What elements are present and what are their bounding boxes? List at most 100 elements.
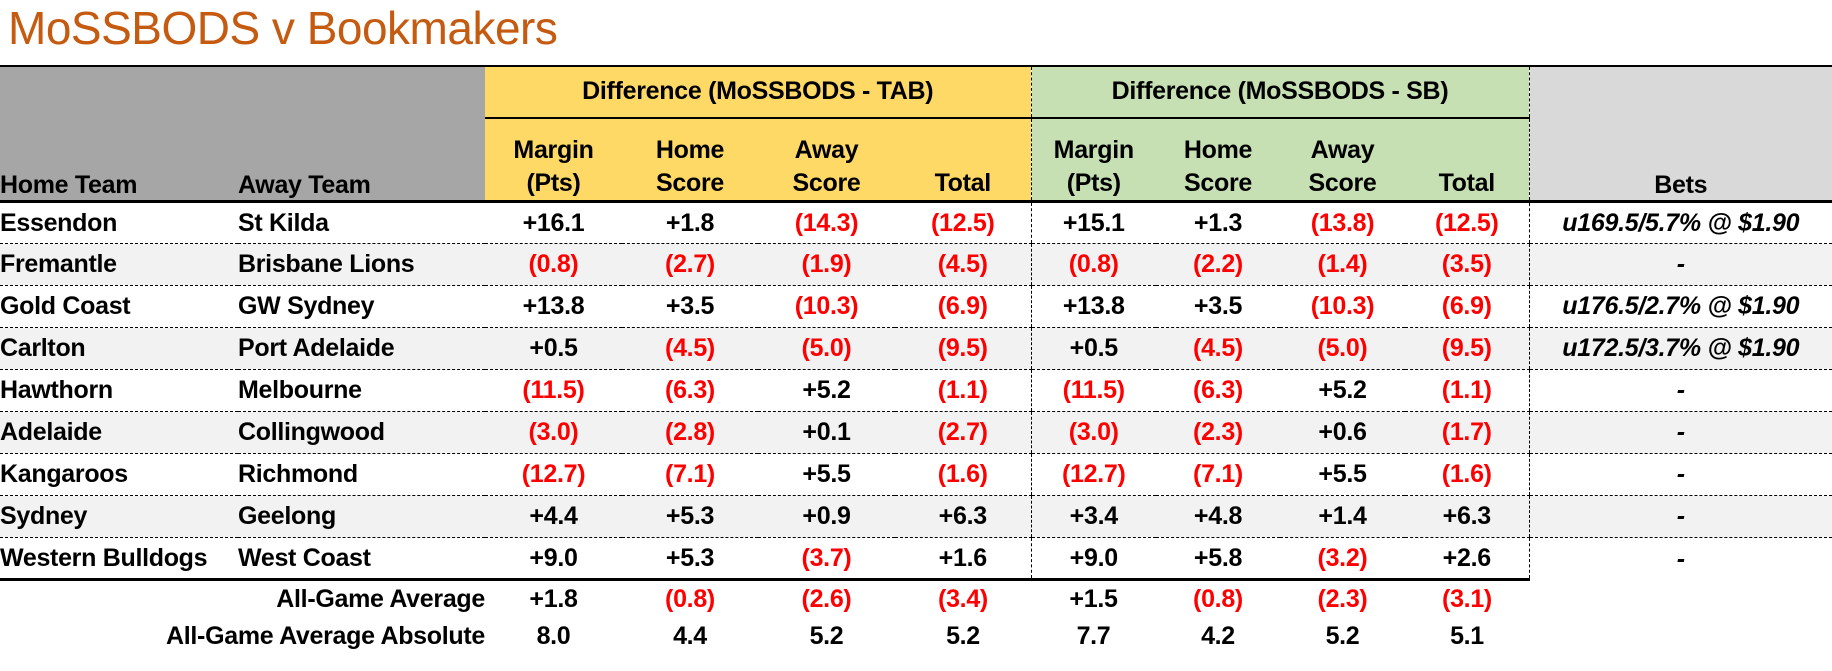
tab-away-score-abs-cell: 5.2 [809,622,844,651]
sb-away-score-cell: +5.5 [1280,453,1405,497]
table-row: Sydney Geelong +4.4 +5.3 +0.9 +6.3 +3.4 … [0,495,1832,539]
home-team-cell: Kangaroos [0,453,238,497]
header-line: Home [1183,136,1253,165]
tab-away-score-cell: (5.0) [758,327,895,371]
page-title: MoSSBODS v Bookmakers [8,2,558,54]
sb-away-score-header: Away Score [1280,117,1405,204]
bets-cell: - [1528,495,1832,539]
sb-margin-header: Margin (Pts) [1030,117,1156,204]
sb-margin-cell: (11.5) [1030,369,1156,413]
tab-home-score-cell: (7.1) [622,453,758,497]
sb-away-score-cell: (13.8) [1280,201,1405,245]
tab-total-cell: (6.9) [895,285,1031,329]
sb-away-score-cell: (3.2) [1280,537,1405,582]
header-line: Margin [1053,136,1134,165]
tab-margin-cell: +0.5 [485,327,622,371]
sb-margin-avg-cell: +1.5 [1069,585,1118,614]
header-line: Away [1310,136,1375,165]
sb-home-score-cell: +1.3 [1156,201,1280,245]
sb-home-score-header: Home Score [1156,117,1280,204]
bets-cell: - [1528,243,1832,287]
away-team-cell: Geelong [238,495,485,539]
sb-home-score-cell: (2.3) [1156,411,1280,455]
home-team-column-header: Home Team [0,65,238,204]
away-team-cell: Brisbane Lions [238,243,485,287]
sb-away-score-cell: (1.4) [1280,243,1405,287]
header-line: (Pts) [1066,169,1121,198]
tab-home-score-avg-cell: (0.8) [665,585,715,614]
summary-label: All-Game Average [276,585,485,614]
tab-total-avg-cell: (3.4) [938,585,988,614]
sb-total-avg-cell: (3.1) [1442,585,1492,614]
table-row: Carlton Port Adelaide +0.5 (4.5) (5.0) (… [0,327,1832,371]
sb-total-cell: (3.5) [1405,243,1529,287]
sb-home-score-cell: (7.1) [1156,453,1280,497]
away-team-cell: Collingwood [238,411,485,455]
home-team-cell: Adelaide [0,411,238,455]
tab-away-score-cell: (10.3) [758,285,895,329]
bets-cell: - [1528,411,1832,455]
away-team-cell: Melbourne [238,369,485,413]
bets-column-header: Bets [1528,65,1832,204]
sb-total-cell: (12.5) [1405,201,1529,245]
group-header-row: Home Team Away Team Difference (MoSSBODS… [0,65,1832,204]
home-team-cell: Fremantle [0,243,238,287]
table-header: Home Team Away Team Difference (MoSSBODS… [0,65,1832,204]
table-row: Adelaide Collingwood (3.0) (2.8) +0.1 (2… [0,411,1832,455]
table-row: Essendon St Kilda +16.1 +1.8 (14.3) (12.… [0,201,1832,245]
sb-total-cell: (1.7) [1405,411,1529,455]
tab-total-cell: (4.5) [895,243,1031,287]
sub-header-row: Margin (Pts) Home Score Away Score Total… [0,117,1832,204]
tab-total-abs-cell: 5.2 [946,622,980,651]
bets-cell: u172.5/3.7% @ $1.90 [1528,327,1832,371]
tab-margin-cell: (3.0) [485,411,622,455]
bets-cell-empty [1529,618,1832,656]
sb-away-score-abs-cell: 5.2 [1325,622,1360,651]
header-line: Away [794,136,859,165]
table-row: Gold Coast GW Sydney +13.8 +3.5 (10.3) (… [0,285,1832,329]
tab-total-cell: +1.6 [895,537,1031,582]
tab-home-score-header: Home Score [622,117,758,204]
tab-home-score-cell: (2.7) [622,243,758,287]
header-line: (Pts) [526,169,581,198]
tab-margin-abs-cell: 8.0 [536,622,571,651]
sb-total-cell: (6.9) [1405,285,1529,329]
sb-total-cell: +2.6 [1405,537,1529,582]
sb-margin-cell: (12.7) [1030,453,1156,497]
away-team-cell: Richmond [238,453,485,497]
sb-home-score-cell: (4.5) [1156,327,1280,371]
tab-margin-header: Margin (Pts) [485,117,622,204]
header-line: Score [792,169,861,198]
sb-away-score-avg-cell: (2.3) [1317,585,1368,614]
tab-home-score-cell: +5.3 [622,495,758,539]
tab-margin-cell: +4.4 [485,495,622,539]
sb-home-score-cell: +4.8 [1156,495,1280,539]
sb-difference-group-header: Difference (MoSSBODS - SB) [1030,65,1529,119]
sb-away-score-cell: +1.4 [1280,495,1405,539]
sb-margin-cell: +0.5 [1030,327,1156,371]
sb-total-cell: +6.3 [1405,495,1529,539]
sb-margin-cell: +15.1 [1030,201,1156,245]
tab-away-score-header: Away Score [758,117,895,204]
sb-margin-cell: +9.0 [1030,537,1156,582]
bets-cell: - [1528,453,1832,497]
tab-home-score-cell: +3.5 [622,285,758,329]
home-team-cell: Carlton [0,327,238,371]
sb-total-cell: (1.1) [1405,369,1529,413]
tab-home-score-abs-cell: 4.4 [673,622,707,651]
tab-away-score-cell: +5.5 [758,453,895,497]
bets-cell-empty [1529,580,1832,618]
sb-away-score-cell: +0.6 [1280,411,1405,455]
page: MoSSBODS v Bookmakers Home Team Away Tea… [0,2,1832,656]
tab-margin-cell: (11.5) [485,369,622,413]
away-team-cell: West Coast [238,537,485,582]
tab-total-cell: (9.5) [895,327,1031,371]
tab-total-cell: (1.6) [895,453,1031,497]
sb-margin-cell: (3.0) [1030,411,1156,455]
tab-total-cell: (2.7) [895,411,1031,455]
tab-margin-cell: +9.0 [485,537,622,582]
sb-away-score-cell: (10.3) [1280,285,1405,329]
table-row: Western Bulldogs West Coast +9.0 +5.3 (3… [0,537,1832,582]
tab-away-score-cell: +0.9 [758,495,895,539]
tab-away-score-cell: (14.3) [758,201,895,245]
